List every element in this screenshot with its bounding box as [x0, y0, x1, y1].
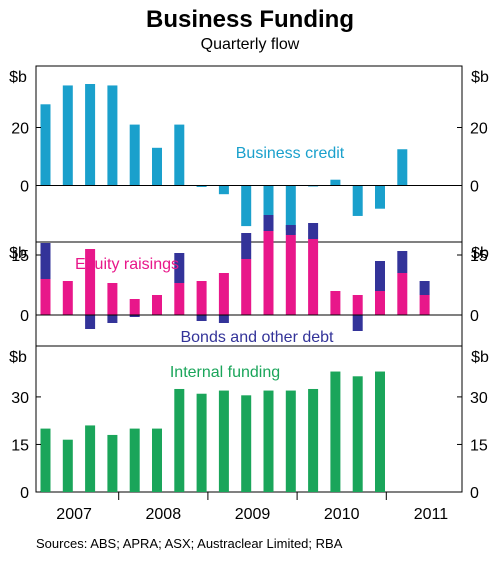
- y-unit-label-right: $b: [471, 349, 489, 366]
- business-credit-bar: [174, 124, 185, 186]
- equity-raisings-bar: [308, 239, 319, 315]
- equity-raisings-bar: [352, 295, 363, 315]
- internal-funding-bar: [375, 371, 385, 492]
- bonds-debt-bar: [196, 315, 207, 321]
- equity-raisings-bar: [397, 273, 408, 315]
- internal-funding-bar: [40, 428, 51, 492]
- bonds-debt-bar: [263, 215, 274, 231]
- equity-raisings-bar: [241, 259, 252, 315]
- bonds-debt-bar: [107, 315, 118, 323]
- business-credit-bar: [330, 179, 341, 186]
- y-unit-label-right: $b: [471, 245, 489, 262]
- y-unit-label-left: $b: [9, 245, 27, 262]
- bonds-debt-bar: [308, 223, 319, 239]
- internal-funding-bar: [62, 439, 73, 492]
- business-credit-bar: [85, 84, 96, 186]
- bonds-debt-bar: [241, 233, 252, 259]
- equity-raisings-bar: [218, 273, 229, 315]
- internal-funding-label: Internal funding: [170, 364, 280, 381]
- internal-funding-bar: [330, 371, 341, 492]
- internal-funding-bar: [107, 434, 118, 492]
- internal-funding-bar: [85, 425, 96, 492]
- bonds-debt-bar: [285, 225, 296, 235]
- business-credit-bar: [375, 185, 385, 209]
- business-credit-bar: [196, 185, 207, 187]
- x-tick-label: 2010: [324, 506, 360, 523]
- internal-funding-bar: [129, 428, 140, 492]
- y-tick-label-left: 15: [11, 437, 29, 454]
- equity-raisings-bar: [40, 279, 51, 315]
- y-tick-label-left: 30: [11, 390, 29, 407]
- chart-title: Business Funding: [145, 6, 354, 33]
- y-tick-label-right: 15: [470, 248, 488, 265]
- equity-raisings-bar: [285, 235, 296, 315]
- chart-subtitle: Quarterly flow: [200, 36, 300, 53]
- bonds-debt-bar: [85, 315, 96, 329]
- y-tick-label-right: 15: [470, 437, 488, 454]
- y-tick-label-right: 0: [470, 485, 479, 502]
- business-credit-bar: [218, 185, 229, 195]
- x-tick-label: 2011: [414, 506, 449, 523]
- internal-funding-bar: [196, 393, 207, 492]
- equity-raisings-bar: [152, 295, 162, 315]
- business-credit-bar: [152, 147, 162, 186]
- y-tick-label-left: 15: [11, 248, 29, 265]
- equity-raisings-bar: [375, 291, 385, 315]
- bonds-debt-bar: [352, 315, 363, 331]
- business-credit-bar: [241, 185, 252, 227]
- y-unit-label-left: $b: [9, 69, 27, 86]
- y-tick-label-left: 0: [20, 308, 29, 325]
- internal-funding-bar: [352, 376, 363, 492]
- equity-raisings-bar: [85, 249, 96, 315]
- business-credit-bar: [129, 124, 140, 186]
- equity-raisings-bar: [174, 283, 185, 315]
- bonds-debt-bar: [129, 315, 140, 317]
- y-tick-label-left: 0: [20, 179, 29, 196]
- x-tick-label: 2009: [235, 506, 271, 523]
- y-tick-label-left: 20: [11, 121, 29, 138]
- internal-funding-bar: [308, 388, 319, 492]
- internal-funding-bar: [241, 395, 252, 492]
- internal-funding-bar: [174, 388, 185, 492]
- y-tick-label-right: 30: [470, 390, 488, 407]
- y-tick-label-right: 0: [470, 308, 479, 325]
- bonds-debt-label: Bonds and other debt: [180, 329, 334, 346]
- equity-raisings-bar: [196, 281, 207, 315]
- business-credit-bar: [352, 185, 363, 216]
- equity-raisings-bar: [129, 299, 140, 315]
- y-tick-label-left: 0: [20, 485, 29, 502]
- business-credit-bar: [285, 185, 296, 231]
- x-tick-label: 2007: [56, 506, 92, 523]
- equity-raisings-bar: [263, 231, 274, 315]
- x-tick-label: 2008: [146, 506, 182, 523]
- internal-funding-bar: [285, 390, 296, 492]
- bonds-debt-bar: [419, 281, 430, 295]
- y-tick-label-right: 0: [470, 179, 479, 196]
- business-credit-bar: [107, 85, 118, 186]
- equity-raisings-bar: [330, 291, 341, 315]
- internal-funding-bar: [263, 390, 274, 492]
- equity-raisings-label: Equity raisings: [75, 256, 179, 273]
- internal-funding-bar: [218, 390, 229, 492]
- business-credit-bar: [40, 104, 51, 186]
- equity-raisings-bar: [62, 281, 73, 315]
- bonds-debt-bar: [218, 315, 229, 323]
- y-unit-label-left: $b: [9, 349, 27, 366]
- y-tick-label-right: 20: [470, 121, 488, 138]
- bonds-debt-bar: [375, 261, 385, 291]
- y-unit-label-right: $b: [471, 69, 489, 86]
- internal-funding-bar: [152, 428, 162, 492]
- business-credit-bar: [263, 185, 274, 229]
- bonds-debt-bar: [174, 253, 185, 283]
- source-note: Sources: ABS; APRA; ASX; Austraclear Lim…: [36, 536, 343, 551]
- equity-raisings-bar: [419, 295, 430, 315]
- bonds-debt-bar: [40, 243, 51, 279]
- equity-raisings-bar: [107, 283, 118, 315]
- business-credit-bar: [397, 149, 408, 186]
- business-credit-bar: [62, 85, 73, 186]
- business-credit-label: Business credit: [236, 145, 345, 162]
- bonds-debt-bar: [397, 251, 408, 273]
